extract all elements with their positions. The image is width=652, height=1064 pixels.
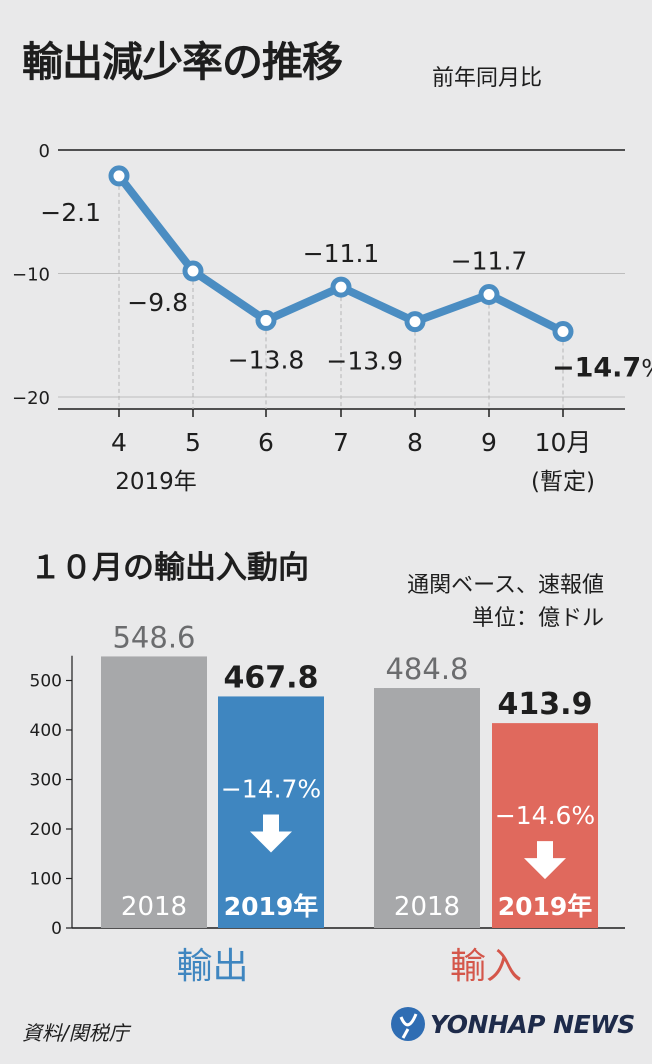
data-point [108, 165, 130, 187]
data-point [330, 276, 352, 298]
bar [101, 656, 207, 928]
y-tick-label: 0 [39, 141, 50, 162]
x-tick-label: 10月 [535, 428, 592, 457]
bar-year-label: 2019年 [224, 892, 319, 921]
bar-year-label: 2018 [394, 892, 460, 922]
source-note: 資料/関税庁 [22, 1021, 129, 1045]
x-tick-sublabel: 2019年 [115, 469, 197, 495]
unit-label: % [641, 355, 652, 383]
bar-value-label: 484.8 [385, 652, 468, 686]
data-label: −2.1 [40, 198, 101, 227]
bar-value-label: 467.8 [224, 660, 319, 695]
data-point [255, 309, 277, 331]
down-arrow-icon [524, 841, 566, 880]
data-label: −9.8 [127, 288, 188, 317]
data-label: −13.9 [326, 347, 403, 376]
x-tick-label: 8 [407, 428, 423, 457]
y-tick-label: 100 [30, 870, 62, 890]
y-tick-label: 400 [30, 721, 62, 741]
bar-year-label: 2019年 [498, 892, 593, 921]
bar-value-label: 548.6 [112, 620, 195, 654]
data-label: −14.7% [552, 353, 652, 384]
change-label: −14.6% [495, 801, 595, 830]
logo-text: YONHAP NEWS [430, 1010, 635, 1039]
x-tick-label: 9 [481, 428, 497, 457]
y-tick-label: 500 [30, 672, 62, 692]
unit-note-1: 通関ベース、速報値 [407, 573, 604, 598]
data-point [478, 283, 500, 305]
x-tick-label: 6 [258, 428, 274, 457]
data-point [182, 260, 204, 282]
data-point [552, 321, 574, 343]
chart-subtitle: 前年同月比 [432, 66, 543, 91]
bar [218, 696, 324, 928]
data-label: −13.8 [228, 345, 305, 374]
y-tick-label: −10 [12, 265, 50, 286]
y-tick-label: −20 [12, 388, 50, 409]
group-label: 輸出 [176, 946, 248, 987]
section-title: １０月の輸出入動向 [30, 550, 309, 586]
x-tick-label: 5 [185, 428, 201, 457]
chart-title: 輸出減少率の推移 [22, 38, 343, 86]
group-label: 輸入 [450, 946, 522, 987]
down-arrow-icon [250, 814, 292, 853]
y-tick-label: 300 [30, 771, 62, 791]
data-point [404, 311, 426, 333]
yonhap-globe-icon [391, 1007, 425, 1041]
change-label: −14.7% [221, 774, 321, 803]
line-chart: 0 −10 −20 −2.1 −9.8 −13.8 −11.1 −13.9 −11.7 −14.7… [12, 141, 652, 495]
bar [374, 688, 480, 928]
unit-note-2: 単位：億ドル [471, 606, 604, 631]
bar [492, 723, 598, 928]
x-tick-label: 4 [111, 428, 127, 457]
data-label: −11.1 [303, 239, 380, 268]
data-label: −11.7 [451, 246, 528, 275]
bar-year-label: 2018 [121, 892, 187, 922]
bar-value-label: 413.9 [498, 687, 593, 722]
bar-chart: 0 100 200 300 400 500 548.6 2018 467.8 2019年 −14.7… [30, 620, 625, 987]
y-tick-label: 200 [30, 820, 62, 840]
yonhap-logo: YONHAP NEWS [388, 1004, 638, 1044]
x-tick-label: 7 [333, 428, 349, 457]
y-tick-label: 0 [51, 919, 62, 939]
x-tick-sublabel: (暫定) [531, 469, 595, 495]
